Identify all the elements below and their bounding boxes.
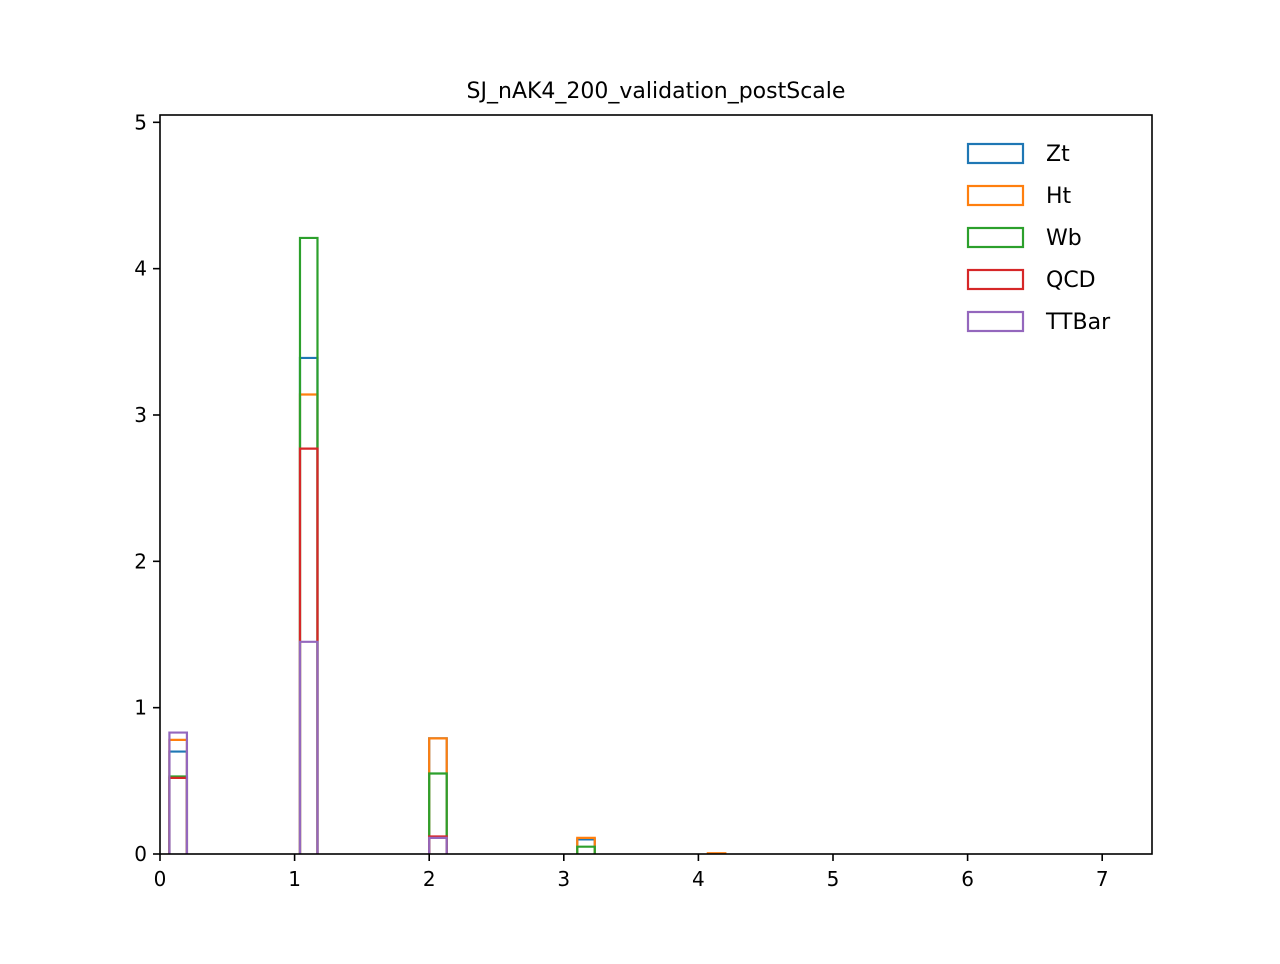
y-tick-label: 2	[134, 549, 147, 573]
x-tick-label: 3	[557, 867, 570, 891]
bar-wb-bin-3	[576, 845, 596, 854]
legend-label-qcd: QCD	[1046, 268, 1096, 293]
x-tick-label: 5	[827, 867, 840, 891]
legend-swatch-zt	[966, 142, 1025, 165]
legend-label-wb: Wb	[1046, 226, 1082, 251]
series-ttbar	[168, 640, 448, 854]
legend-swatch-qcd	[966, 268, 1025, 291]
legend: Zt Ht Wb QCD TTBar	[966, 142, 1111, 335]
bar-ttbar-bin-1	[298, 640, 319, 854]
legend-label-ht: Ht	[1046, 184, 1072, 209]
y-tick-label: 4	[134, 257, 147, 281]
legend-swatch-ttbar	[966, 310, 1025, 333]
y-tick-label: 0	[134, 842, 147, 866]
x-tick-label: 4	[692, 867, 705, 891]
x-tick-label: 7	[1096, 867, 1109, 891]
y-tick-label: 1	[134, 696, 147, 720]
legend-swatch-ht	[966, 184, 1025, 207]
x-tick-label: 1	[288, 867, 301, 891]
axes-layer: 0 1 2 3 4 5 6 7 0 1 2 3 4 5	[134, 110, 1153, 891]
legend-swatch-wb	[966, 226, 1025, 249]
series-layer	[168, 236, 727, 855]
x-tick-label: 6	[961, 867, 974, 891]
legend-label-ttbar: TTBar	[1045, 310, 1111, 335]
x-tick-label: 0	[154, 867, 167, 891]
y-tick-label: 3	[134, 403, 147, 427]
x-tick-label: 2	[423, 867, 436, 891]
bar-ttbar-bin-2	[428, 836, 448, 854]
bar-wb-bin-2	[428, 772, 448, 854]
legend-label-zt: Zt	[1046, 142, 1070, 167]
plot-frame	[159, 114, 1153, 855]
bar-ttbar-bin-0	[168, 731, 189, 854]
y-tick-label: 5	[134, 110, 147, 134]
chart-title: SJ_nAK4_200_validation_postScale	[467, 79, 846, 104]
